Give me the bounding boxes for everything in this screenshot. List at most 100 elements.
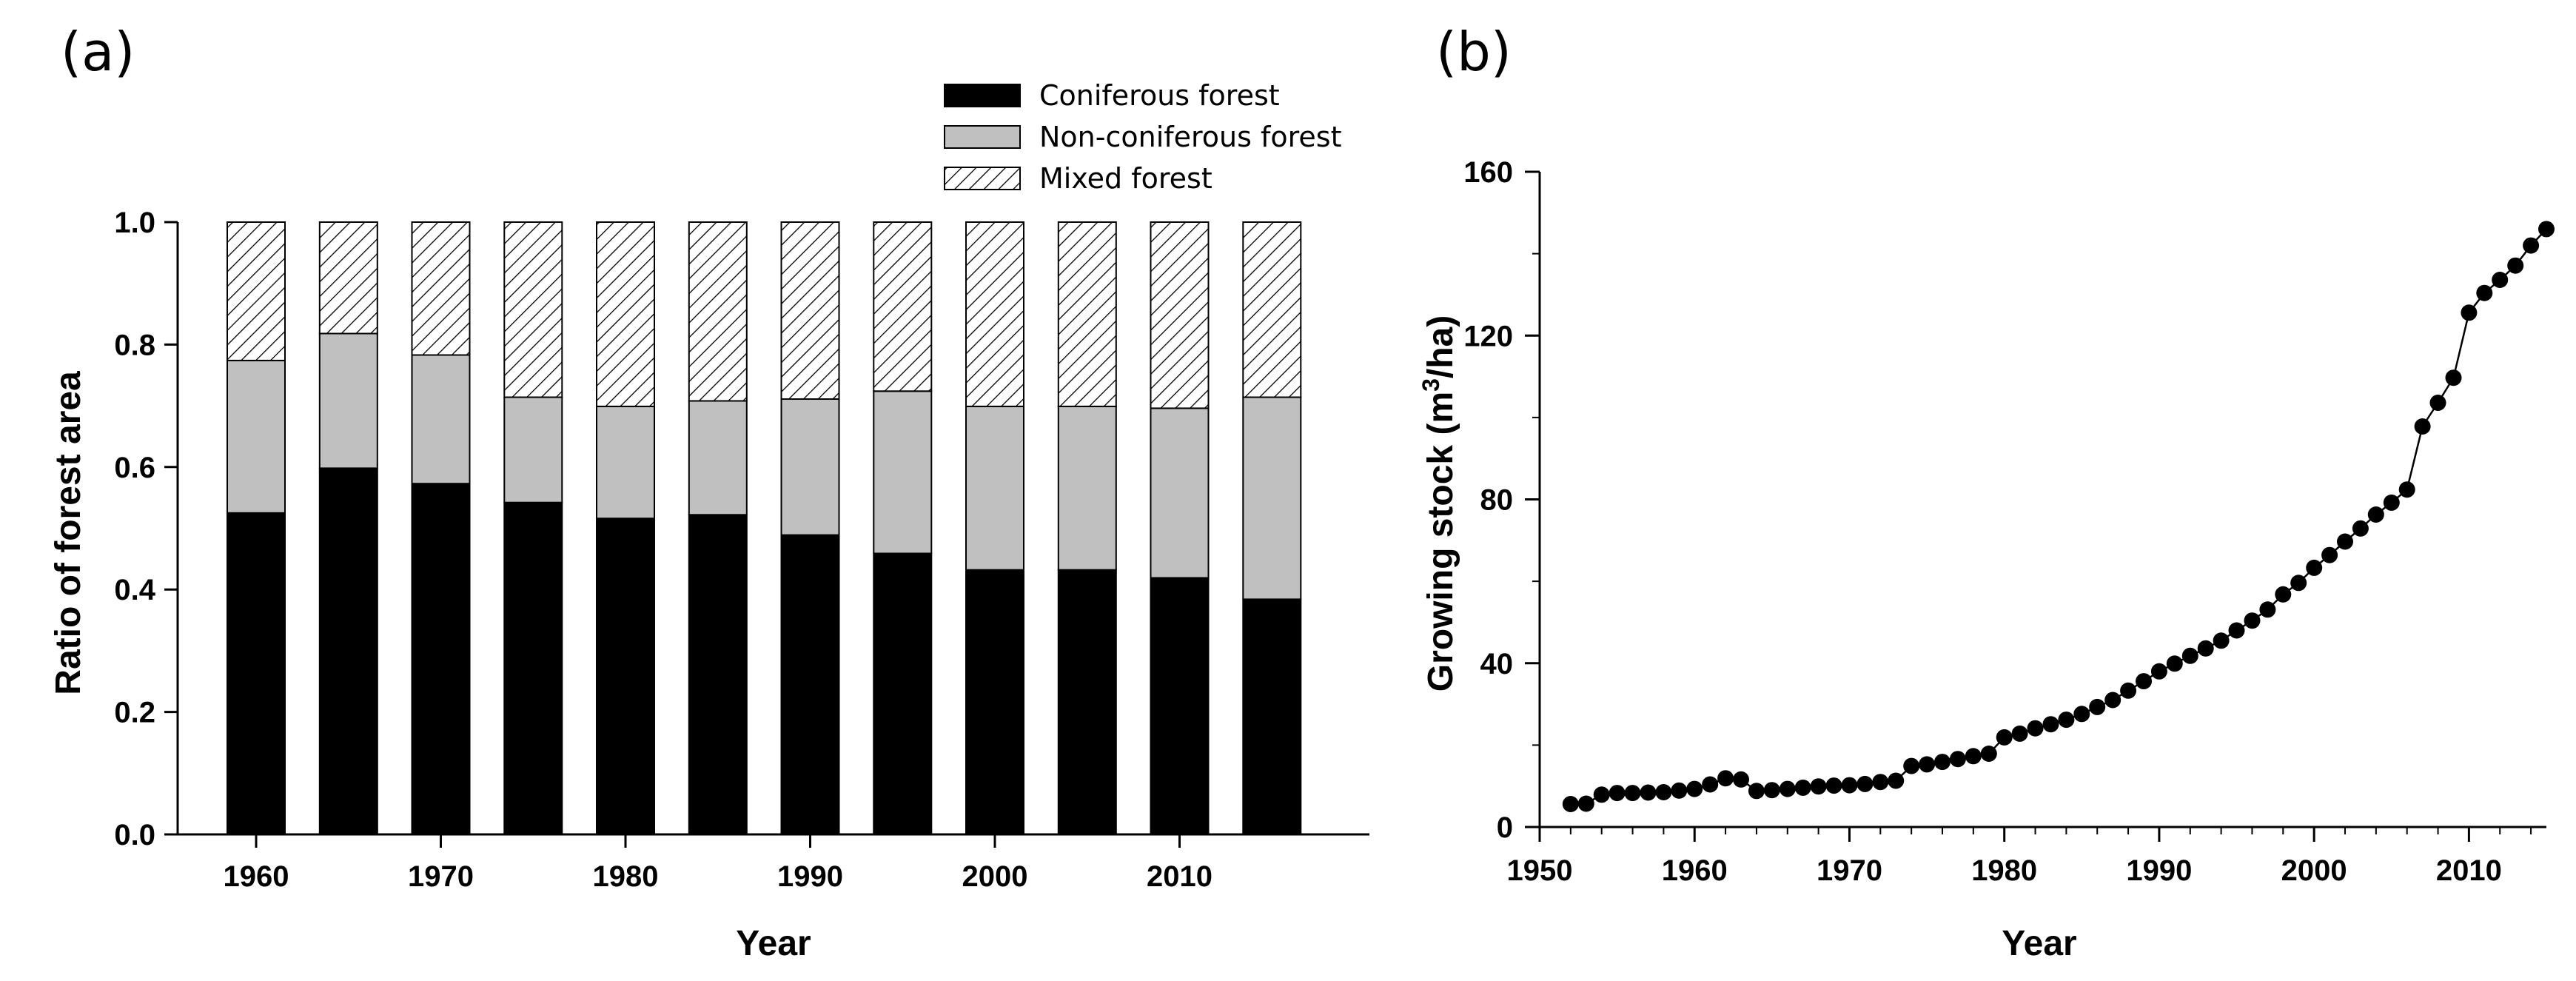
data-point <box>2275 586 2292 603</box>
bar-segment <box>318 467 378 835</box>
bar-segment <box>411 221 471 356</box>
legend-swatch <box>944 125 1021 149</box>
bar-segment <box>1242 221 1302 398</box>
data-point <box>1872 774 1889 791</box>
data-point <box>1965 748 1982 765</box>
bar-segment <box>227 359 286 514</box>
data-point <box>2321 546 2338 563</box>
bar-segment <box>688 514 748 835</box>
panel-a-legend: Coniferous forest Non-coniferous forest Mi… <box>944 79 1342 195</box>
data-point <box>2181 647 2198 664</box>
panel-a-x-tick-label: 2010 <box>1147 860 1212 893</box>
bar-segment <box>1150 407 1210 579</box>
data-point <box>1671 782 1688 799</box>
data-point <box>1609 785 1626 802</box>
data-point <box>1686 780 1703 797</box>
data-point <box>1980 746 1997 762</box>
legend-label: Coniferous forest <box>1039 79 1280 112</box>
bar-segment <box>318 332 378 469</box>
panel-a-y-tick-label: 0.6 <box>114 452 155 484</box>
panel-b-y-axis-title: Growing stock (m3/ha) <box>1418 315 1460 692</box>
data-point <box>1717 770 1734 787</box>
data-point <box>2073 706 2090 723</box>
bar-segment <box>411 354 471 485</box>
data-point <box>2352 520 2369 537</box>
panel-b-x-tick-label: 1990 <box>2126 854 2192 887</box>
data-point <box>1577 795 1594 812</box>
bar-segment <box>688 221 748 402</box>
panel-b-x-tick-label: 2000 <box>2281 854 2347 887</box>
panel-a-bars <box>227 221 1302 836</box>
data-point <box>2197 640 2214 657</box>
panel-b-x-tick-label: 2010 <box>2436 854 2502 887</box>
bar-segment <box>503 396 563 503</box>
bar-segment <box>780 221 840 400</box>
data-point <box>1903 757 1920 774</box>
data-point <box>2492 272 2509 288</box>
data-point <box>2476 284 2493 301</box>
bar-segment <box>780 534 840 835</box>
data-point <box>1888 772 1905 789</box>
data-point <box>1996 729 2013 746</box>
data-point <box>2089 698 2106 715</box>
panel-b-y-tick-label: 40 <box>1480 648 1514 680</box>
data-point <box>2027 720 2044 737</box>
legend-label: Mixed forest <box>1039 162 1212 195</box>
panel-a-y-tick-label: 0.8 <box>114 329 155 361</box>
legend-swatch <box>944 167 1021 190</box>
data-point <box>2228 622 2245 639</box>
panel-b-axes: 1950 1960 1970 1980 1990 2000 2010 0 40 80 120 160 <box>1463 156 2546 887</box>
panel-a-y-axis-title: Ratio of forest area <box>49 371 88 695</box>
data-point <box>1640 784 1657 801</box>
panel-b-y-title-superscript: 3 <box>1418 378 1444 392</box>
data-point <box>1825 777 1842 794</box>
data-point <box>2337 533 2353 550</box>
panel-a-stacked-bar-chart: (a) 0.0 0.2 0.4 0.6 0.8 1.0 1960 1970 1980 1990 20… <box>49 21 1369 963</box>
bar-segment <box>411 483 471 835</box>
panel-b-y-title-prefix: Growing stock (m <box>1421 392 1460 692</box>
panel-b-x-tick-label: 1960 <box>1662 854 1728 887</box>
data-point <box>2011 725 2028 742</box>
panel-b-x-tick-label: 1980 <box>1971 854 2037 887</box>
bar-segment <box>965 405 1024 571</box>
bar-segment <box>503 501 563 835</box>
data-point <box>1733 771 1749 788</box>
data-point <box>2104 692 2121 709</box>
data-point <box>2507 257 2524 274</box>
data-point <box>2367 506 2384 523</box>
data-point <box>1593 786 1610 803</box>
bar-segment <box>688 400 748 516</box>
data-point <box>2150 663 2167 680</box>
legend-swatch <box>944 84 1021 107</box>
data-point <box>1841 777 1858 794</box>
panel-a-x-tick-label: 2000 <box>962 860 1028 893</box>
bar-segment <box>503 221 563 398</box>
panel-b-y-tick-label: 80 <box>1480 484 1514 517</box>
data-point <box>2166 655 2183 672</box>
data-point <box>2058 712 2075 729</box>
data-point <box>1949 751 1966 768</box>
data-point <box>1655 784 1672 800</box>
data-point <box>1763 782 1780 799</box>
bar-segment <box>873 552 933 836</box>
panel-a-y-tick-label: 0.2 <box>114 697 155 729</box>
data-point <box>2244 612 2261 629</box>
data-point <box>2523 237 2540 254</box>
data-point <box>1810 778 1827 795</box>
data-point <box>2259 601 2276 618</box>
data-point <box>2398 481 2415 498</box>
data-point <box>2136 673 2152 690</box>
panel-b-y-tick-label: 160 <box>1463 156 1513 189</box>
data-point <box>2290 575 2307 592</box>
panel-b-label: (b) <box>1436 21 1512 83</box>
data-point <box>1919 756 1936 773</box>
panel-a-y-tick-label: 1.0 <box>114 207 155 239</box>
data-point <box>2445 369 2462 386</box>
bar-segment <box>318 221 378 335</box>
panel-a-label: (a) <box>61 21 135 83</box>
data-point <box>1748 783 1765 800</box>
panel-b-x-tick-label: 1950 <box>1507 854 1573 887</box>
data-point <box>1624 785 1641 802</box>
panel-a-x-tick-label: 1970 <box>408 860 474 893</box>
